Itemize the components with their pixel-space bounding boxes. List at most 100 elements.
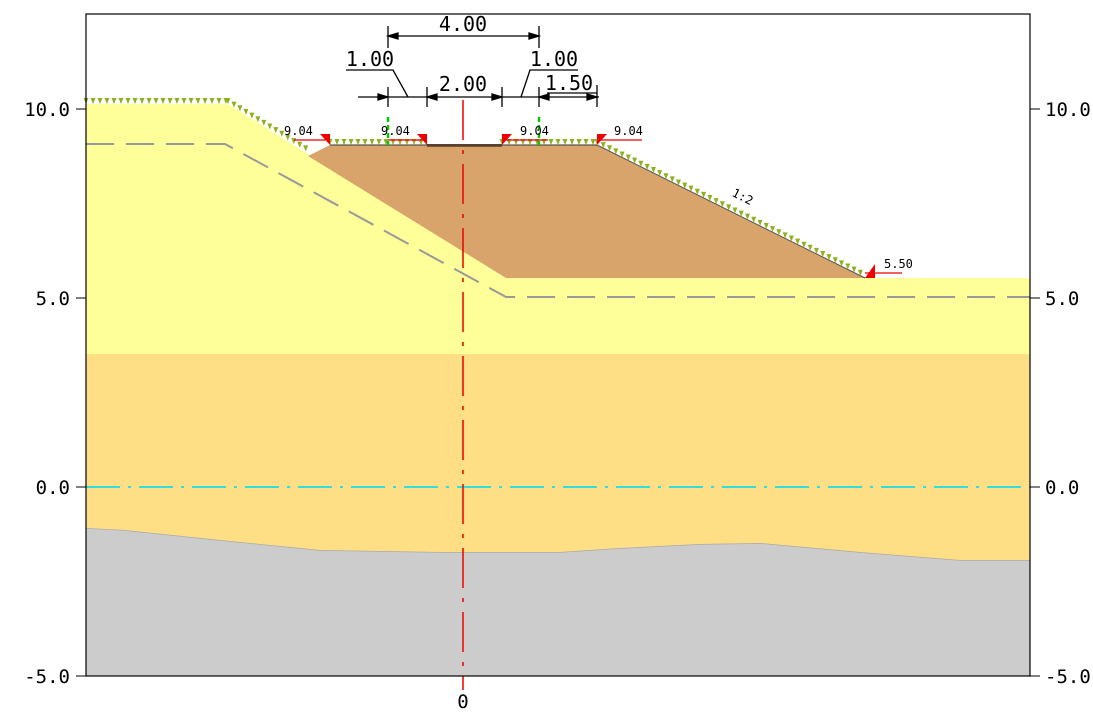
leader-left-shoulder <box>346 69 409 98</box>
grass-mark <box>713 198 719 205</box>
topsoil-layer <box>86 104 1030 354</box>
grass-mark <box>355 139 361 145</box>
grass-mark <box>807 244 813 251</box>
grass-mark <box>104 98 110 104</box>
elevation-triangle-icon <box>502 134 512 145</box>
grass-mark <box>362 139 368 145</box>
grass-mark <box>160 98 166 104</box>
dim-arrow <box>586 93 600 101</box>
grass-mark <box>291 138 297 145</box>
elevation-triangle-icon <box>597 134 607 145</box>
leader-right-shoulder <box>520 69 578 98</box>
dimension-annotations <box>346 26 600 107</box>
grass-mark <box>376 139 382 145</box>
grass-mark <box>663 173 669 180</box>
elevation-triangle-icon <box>417 134 427 145</box>
grass-mark <box>90 98 96 104</box>
grass-mark <box>657 170 663 177</box>
grass-mark <box>751 216 757 223</box>
grass-mark <box>694 188 700 195</box>
grass-mark <box>669 176 675 183</box>
grass-mark <box>738 210 744 217</box>
grass-mark <box>237 105 243 112</box>
grass-mark <box>795 238 801 245</box>
grass-mark <box>231 101 237 108</box>
grass-mark <box>763 223 769 230</box>
grass-mark <box>209 98 215 104</box>
grass-mark <box>832 257 838 264</box>
right-tick-label: 0.0 <box>1045 477 1079 499</box>
dim-arrow <box>528 32 542 40</box>
grass-mark <box>132 98 138 104</box>
grass-mark <box>600 142 606 149</box>
grass-mark <box>249 112 255 119</box>
right-tick-label: -5.0 <box>1045 666 1091 688</box>
grass-mark <box>732 207 738 214</box>
grass-mark <box>776 229 782 236</box>
grass-mark <box>569 139 575 145</box>
grass-mark <box>676 179 682 186</box>
grass-mark <box>726 204 732 211</box>
bedrock-layer <box>86 528 1030 676</box>
dim-label-total: 4.00 <box>439 12 487 36</box>
elevation-triangle-icon <box>320 134 330 145</box>
grass-mark <box>383 139 389 145</box>
left-tick-label: -5.0 <box>24 666 70 688</box>
grass-mark <box>195 98 201 104</box>
grass-mark <box>757 219 763 226</box>
grass-mark <box>285 134 291 141</box>
grass-mark <box>744 213 750 220</box>
grass-mark <box>341 139 347 145</box>
grass-mark <box>707 195 713 202</box>
left-tick-label: 10.0 <box>24 99 70 121</box>
dim-label-carriageway: 2.00 <box>439 72 487 96</box>
grass-mark <box>682 182 688 189</box>
elevation-markers <box>294 134 902 278</box>
grass-mark <box>273 127 279 134</box>
grass-mark <box>174 98 180 104</box>
elev-label-toe: 5.50 <box>884 257 913 271</box>
grass-mark <box>97 98 103 104</box>
grass-mark <box>839 260 845 267</box>
grass-mark <box>688 185 694 192</box>
grass-mark <box>334 139 340 145</box>
grass-mark <box>267 123 273 130</box>
grass-mark <box>619 151 625 158</box>
grass-mark <box>369 139 375 145</box>
grass-mark <box>225 98 231 104</box>
grass-mark <box>644 163 650 170</box>
grass-mark <box>857 269 863 276</box>
grass-mark <box>813 247 819 254</box>
left-tick-label: 0.0 <box>36 477 70 499</box>
grass-mark <box>613 148 619 155</box>
grass-mark <box>548 139 554 145</box>
elevation-triangle-icon <box>865 264 875 278</box>
x-origin-label: 0 <box>457 691 468 713</box>
grass-mark <box>801 241 807 248</box>
grass-mark <box>111 98 117 104</box>
grass-mark <box>279 130 285 137</box>
grass-mark <box>583 139 589 145</box>
grass-mark <box>348 139 354 145</box>
grass-mark <box>297 141 303 148</box>
grass-mark <box>202 98 208 104</box>
grass-mark <box>261 119 267 126</box>
elev-label-left-inner: 9.04 <box>381 124 410 138</box>
grass-mark <box>216 98 222 104</box>
grass-mark <box>555 139 561 145</box>
right-axis: 10.0 5.0 0.0 -5.0 <box>1030 99 1091 688</box>
slope-label: 1:2 <box>730 186 756 208</box>
dim-arrow <box>491 93 505 101</box>
grass-mark <box>562 139 568 145</box>
grass-mark <box>146 98 152 104</box>
grass-mark <box>826 254 832 261</box>
dim-label-left-shoulder: 1.00 <box>346 47 394 71</box>
grass-mark <box>167 98 173 104</box>
dim-arrow <box>536 93 550 101</box>
elev-label-left-edge: 9.04 <box>284 124 313 138</box>
grass-mark <box>125 98 131 104</box>
grass-mark <box>607 145 613 152</box>
dim-arrow <box>377 93 391 101</box>
dim-label-right-shoulder: 1.00 <box>530 47 578 71</box>
